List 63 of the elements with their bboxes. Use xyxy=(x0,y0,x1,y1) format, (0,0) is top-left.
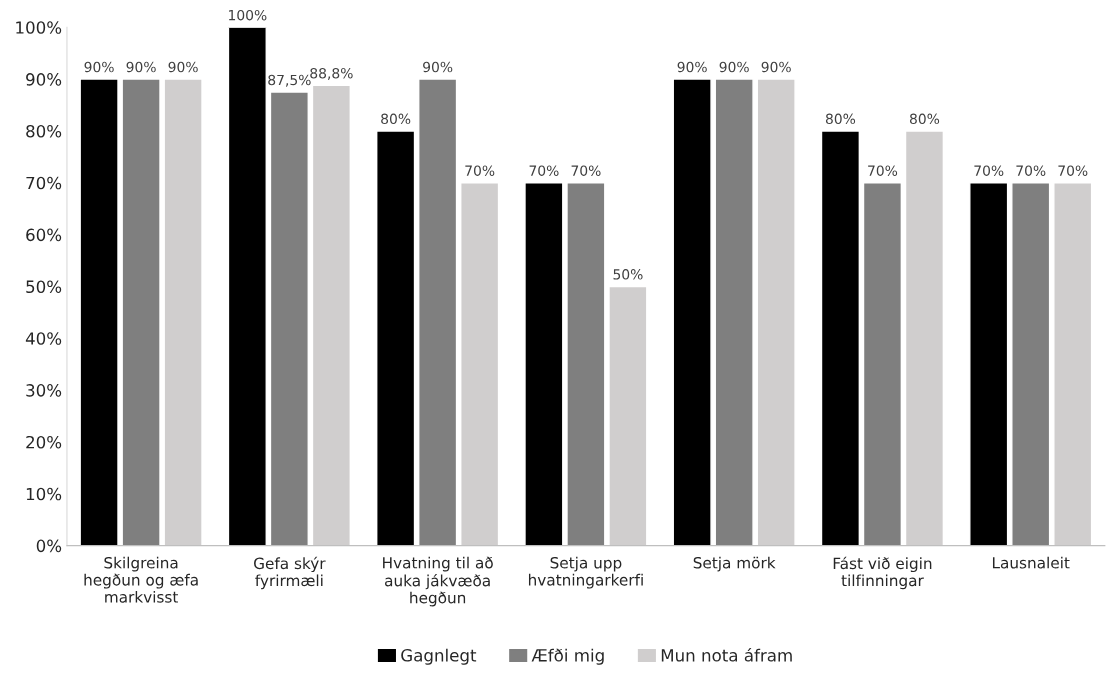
data-label: 90% xyxy=(168,61,198,73)
data-label: 90% xyxy=(126,61,156,73)
data-label: 80% xyxy=(909,113,940,125)
data-label: 90% xyxy=(761,61,791,73)
y-tick-label: 10% xyxy=(26,487,62,501)
bar xyxy=(460,182,500,546)
bar xyxy=(163,78,203,546)
x-tick-label: Fást við eigin tilfinningar xyxy=(833,556,932,590)
data-label: 90% xyxy=(719,61,749,73)
data-label: 70% xyxy=(1016,165,1046,176)
data-label: 100% xyxy=(229,9,267,21)
x-tick-label: Lausnaleit xyxy=(992,556,1070,569)
data-label: 80% xyxy=(381,113,411,125)
data-label: 50% xyxy=(613,269,643,280)
bar xyxy=(969,182,1009,546)
y-tick-label: 20% xyxy=(26,435,62,449)
bar xyxy=(608,285,648,546)
y-tick-label: 100% xyxy=(16,21,62,34)
data-label: 70% xyxy=(571,165,601,176)
y-tick-label: 90% xyxy=(26,73,62,86)
x-tick-label: Gefa skýr fyrirmæli xyxy=(254,556,326,590)
x-tick-label: Skilgreina hegðun og æfa markvisst xyxy=(84,556,198,603)
bar xyxy=(418,78,458,546)
data-label: 90% xyxy=(84,61,114,73)
bar xyxy=(756,78,796,546)
bar xyxy=(672,78,712,546)
data-label: 87,5% xyxy=(268,74,311,87)
data-label: 90% xyxy=(677,61,707,73)
data-label: 70% xyxy=(1058,165,1088,176)
bar xyxy=(904,130,945,546)
bar xyxy=(714,78,754,546)
data-label: 80% xyxy=(825,113,856,125)
x-tick-label: Setja upp hvatningarkerfi xyxy=(528,556,643,589)
y-tick-label: 60% xyxy=(26,228,62,242)
data-label: 70% xyxy=(868,165,898,176)
data-label: 90% xyxy=(423,61,453,73)
legend-label: Mun nota áfram xyxy=(661,648,792,662)
bar xyxy=(79,78,119,546)
bar xyxy=(820,130,861,546)
x-tick-label: Hvatning til að auka jákvæða hegðun xyxy=(383,556,493,607)
bar xyxy=(376,130,416,546)
bar xyxy=(269,91,309,546)
bar xyxy=(311,84,351,546)
legend-label: Gagnlegt xyxy=(401,648,477,665)
legend-label: Æfði mig xyxy=(531,648,604,665)
y-tick-label: 40% xyxy=(25,332,62,345)
data-label: 88,8% xyxy=(310,67,353,80)
bar xyxy=(1011,182,1051,546)
y-tick-label: 0% xyxy=(36,539,62,553)
bar xyxy=(121,78,161,546)
data-label: 70% xyxy=(465,165,495,176)
y-tick-label: 70% xyxy=(26,176,62,190)
y-tick-label: 30% xyxy=(26,384,62,397)
bar xyxy=(524,182,564,546)
y-tick-label: 80% xyxy=(26,124,62,138)
bar xyxy=(862,182,903,546)
data-label: 70% xyxy=(529,165,559,176)
bar xyxy=(227,27,267,546)
bar xyxy=(566,182,606,546)
x-tick-label: Setja mörk xyxy=(693,556,776,572)
y-tick-label: 50% xyxy=(26,280,62,294)
data-label: 70% xyxy=(974,165,1004,176)
bar xyxy=(1053,182,1093,546)
